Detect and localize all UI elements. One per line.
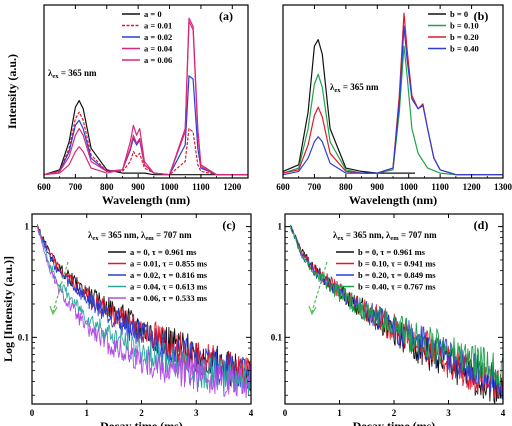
x-tick-label: 1 bbox=[85, 408, 90, 418]
legend-entry: b = 0 bbox=[450, 9, 468, 19]
series-group bbox=[37, 224, 251, 399]
series-line-4 bbox=[283, 25, 503, 176]
legend-entry: a = 0 bbox=[144, 9, 162, 19]
series-group bbox=[283, 12, 503, 176]
legend: a = 0 a = 0.01a = 0.02 a = 0.04a = 0.06 bbox=[122, 9, 173, 65]
x-tick-label: 1100 bbox=[431, 182, 449, 192]
series-line-3 bbox=[44, 75, 248, 176]
series-line-2 bbox=[44, 111, 248, 176]
x-axis-label: Decay time (ms) bbox=[353, 419, 436, 426]
excitation-annotation: λex = 365 nm, λem = 707 nm bbox=[88, 230, 192, 242]
legend-entry: a = 0.01, τ = 0.855 ms bbox=[130, 259, 208, 269]
legend-entry: b = 0.10, τ = 0.941 ms bbox=[358, 259, 436, 269]
x-tick-label: 0 bbox=[283, 408, 288, 418]
panel-b: 600 700 800 900 1000 1100 1200 1300 Wavelength (… bbox=[276, 4, 512, 207]
trend-arrow bbox=[308, 261, 328, 316]
x-tick-label: 2 bbox=[139, 408, 144, 418]
legend-entry: b = 0.20, τ = 0.849 ms bbox=[358, 270, 436, 280]
legend: a = 0, τ = 0.961 ms a = 0.01, τ = 0.855 m… bbox=[108, 247, 208, 303]
panel-label: (b) bbox=[474, 9, 489, 23]
x-tick-label: 1200 bbox=[463, 182, 482, 192]
x-tick-label: 1000 bbox=[161, 182, 180, 192]
x-tick-label: 2 bbox=[392, 408, 397, 418]
panel-d: 0 1 2 3 4 1 0.1 Decay time (ms) (d) λex = 365 nm,… bbox=[271, 213, 506, 426]
excitation-annotation: λex = 365 nm bbox=[48, 68, 97, 80]
x-tick-label: 700 bbox=[308, 182, 322, 192]
series-group bbox=[289, 224, 503, 404]
x-tick-label: 600 bbox=[37, 182, 51, 192]
series-line-4 bbox=[289, 224, 503, 387]
legend: b = 0 b = 0.10b = 0.20 b = 0.40 bbox=[428, 9, 479, 54]
legend-entry: a = 0.06 bbox=[144, 55, 172, 65]
legend-entry: a = 0.01 bbox=[144, 21, 172, 31]
x-tick-label: 1000 bbox=[400, 182, 419, 192]
series-group bbox=[44, 17, 248, 176]
plot-frame bbox=[282, 4, 504, 179]
y-tick-label: 0.1 bbox=[18, 332, 30, 342]
x-tick-label: 4 bbox=[501, 408, 506, 418]
legend-entry: a = 0.04 bbox=[144, 44, 173, 54]
y-tick-label: 1 bbox=[25, 222, 30, 232]
x-tick-label: 1200 bbox=[223, 182, 242, 192]
legend-entry: a = 0, τ = 0.961 ms bbox=[130, 247, 197, 257]
excitation-annotation: λex = 365 nm bbox=[330, 82, 379, 94]
x-tick-label: 800 bbox=[339, 182, 353, 192]
x-tick-label: 600 bbox=[276, 182, 290, 192]
trend-arrow bbox=[49, 261, 69, 316]
x-tick-label: 700 bbox=[69, 182, 83, 192]
legend-entry: a = 0.02 bbox=[144, 32, 172, 42]
excitation-annotation: λex = 365 nm, λem = 707 nm bbox=[333, 230, 437, 242]
legend-entry: b = 0, τ = 0.961 ms bbox=[358, 247, 426, 257]
legend-entry: b = 0.40 bbox=[450, 44, 479, 54]
plot-frame bbox=[43, 4, 249, 179]
legend-entry: b = 0.20 bbox=[450, 32, 479, 42]
x-tick-label: 4 bbox=[249, 408, 254, 418]
panel-label: (d) bbox=[474, 218, 489, 232]
legend-entry: a = 0.04, τ = 0.613 ms bbox=[130, 282, 208, 292]
x-tick-label: 900 bbox=[131, 182, 145, 192]
x-tick-label: 900 bbox=[371, 182, 385, 192]
series-line-1 bbox=[44, 100, 248, 176]
series-line-2 bbox=[283, 45, 503, 176]
x-tick-label: 800 bbox=[100, 182, 114, 192]
x-axis-label: Wavelength (nm) bbox=[349, 193, 437, 207]
x-axis-label: Wavelength (nm) bbox=[102, 193, 190, 207]
y-axis-label: Log [Intensity (a.u.)] bbox=[1, 256, 15, 362]
legend: b = 0, τ = 0.961 ms b = 0.10, τ = 0.941 m… bbox=[336, 247, 436, 292]
x-tick-label: 3 bbox=[446, 408, 451, 418]
x-tick-label: 1300 bbox=[494, 182, 512, 192]
legend-entry: b = 0.40, τ = 0.767 ms bbox=[358, 282, 436, 292]
x-tick-label: 1100 bbox=[192, 182, 210, 192]
series-line-1 bbox=[283, 39, 415, 174]
panel-c: 0 1 2 3 4 1 0.1 Decay time (ms) Log [Intensity (… bbox=[1, 213, 254, 426]
legend-entry: a = 0.06, τ = 0.533 ms bbox=[130, 293, 208, 303]
y-tick-label: 0.1 bbox=[271, 332, 283, 342]
panel-label: (a) bbox=[219, 9, 233, 23]
y-tick-label: 1 bbox=[278, 222, 283, 232]
x-tick-label: 1 bbox=[337, 408, 342, 418]
legend-entry: a = 0.02, τ = 0.816 ms bbox=[130, 270, 208, 280]
series-line-5 bbox=[44, 20, 248, 176]
panel-a: 600 700 800 900 1000 1100 1200 Wavelength (nm) I… bbox=[5, 4, 249, 207]
x-tick-label: 0 bbox=[30, 408, 35, 418]
x-axis-label: Decay time (ms) bbox=[100, 419, 183, 426]
x-tick-label: 3 bbox=[194, 408, 199, 418]
legend-entry: b = 0.10 bbox=[450, 21, 479, 31]
panel-label: (c) bbox=[222, 218, 235, 232]
y-axis-label: Intensity (a.u.) bbox=[5, 54, 19, 129]
series-line-5 bbox=[37, 227, 251, 399]
